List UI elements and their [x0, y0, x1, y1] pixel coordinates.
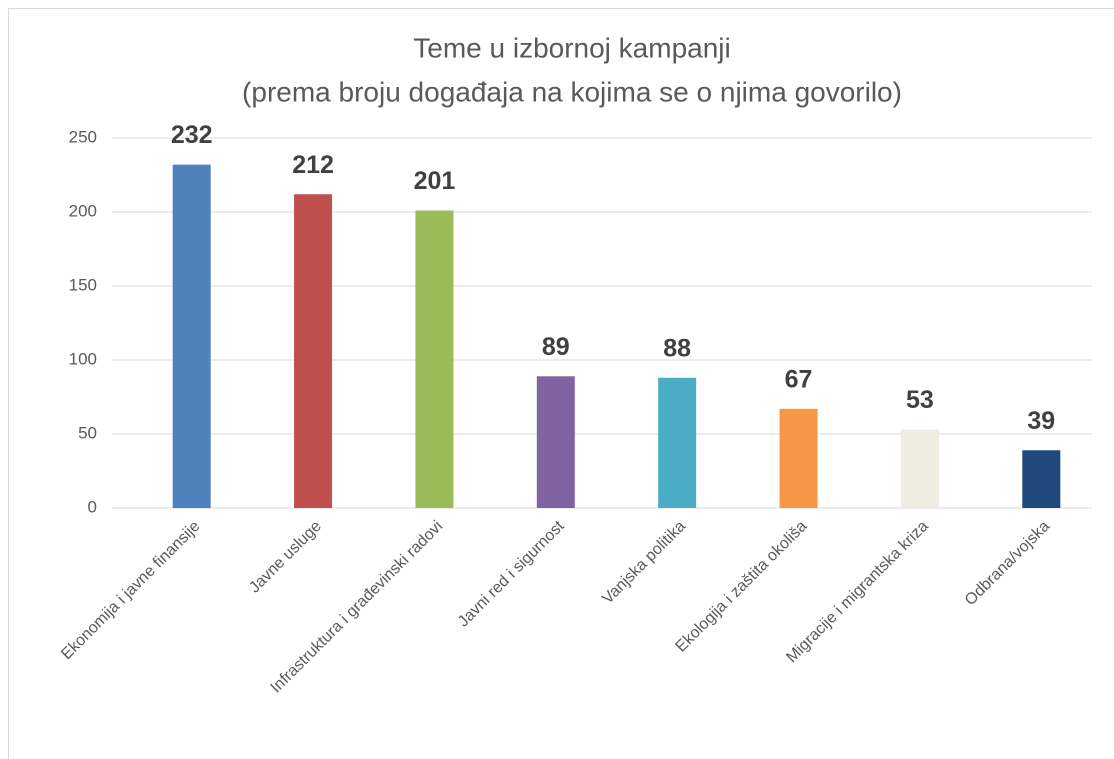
y-tick-label: 0: [88, 497, 97, 516]
y-tick-label: 250: [69, 127, 97, 146]
data-label: 232: [171, 121, 213, 149]
bar: [415, 210, 454, 508]
y-tick-label: 100: [69, 349, 97, 368]
bar: [658, 377, 697, 508]
chart-subtitle: (prema broju događaja na kojima se o nji…: [242, 76, 902, 107]
data-label: 53: [906, 386, 934, 414]
bar: [900, 429, 939, 508]
data-label: 201: [414, 167, 456, 195]
bar: [536, 376, 575, 508]
data-label: 39: [1027, 407, 1055, 435]
y-tick-label: 200: [69, 201, 97, 220]
y-tick-label: 150: [69, 275, 97, 294]
bar: [172, 164, 211, 508]
data-label: 67: [785, 365, 813, 393]
bar: [779, 408, 818, 508]
data-label: 212: [292, 151, 334, 179]
data-label: 88: [663, 334, 691, 362]
bar: [1022, 450, 1061, 508]
y-tick-label: 50: [78, 423, 97, 442]
data-label: 89: [542, 333, 570, 361]
chart-title: Teme u izbornoj kampanji: [413, 32, 731, 63]
bar: [294, 194, 333, 509]
